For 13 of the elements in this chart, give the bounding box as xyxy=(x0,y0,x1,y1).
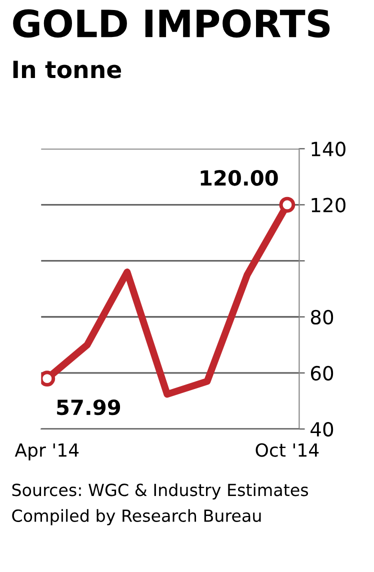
chart-subtitle: In tonne xyxy=(13,60,122,78)
y-tick-label: 120 xyxy=(312,198,346,212)
x-tick-label: Apr '14 xyxy=(14,443,79,460)
chart-title: GOLD IMPORTS xyxy=(13,9,330,38)
text: Compiled by Research Bureau xyxy=(12,509,261,526)
data-label: 120.00 xyxy=(200,170,278,186)
data-label: 57.99 xyxy=(57,399,120,416)
y-tick-label: 140 xyxy=(312,142,346,156)
x-tick-label: Oct '14 xyxy=(256,443,319,457)
y-tick-label: 60 xyxy=(310,366,334,381)
y-tick-label: 80 xyxy=(310,310,334,325)
y-tick-label: 40 xyxy=(310,422,334,437)
source-note: Sources: WGC & Industry Estimates xyxy=(12,483,308,500)
